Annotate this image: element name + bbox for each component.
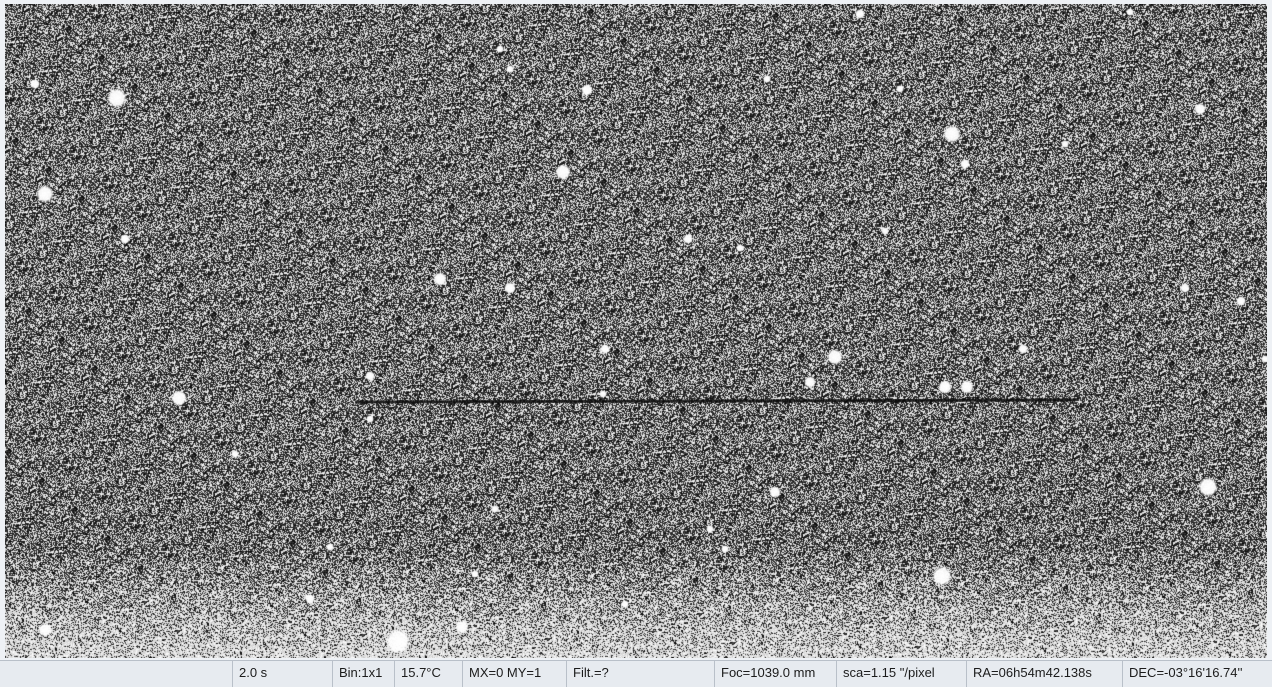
image-view[interactable] [5,4,1267,658]
status-binning: Bin:1x1 [332,661,394,687]
status-temperature: 15.7°C [394,661,462,687]
star-field-image[interactable] [5,4,1267,658]
status-exposure: 2.0 s [232,661,332,687]
status-ra: RA=06h54m42.138s [966,661,1122,687]
status-bar: 2.0 s Bin:1x1 15.7°C MX=0 MY=1 Filt.=? F… [0,660,1272,687]
status-focal: Foc=1039.0 mm [714,661,836,687]
status-dec: DEC=-03°16'16.74'' [1122,661,1272,687]
status-empty [0,661,232,687]
status-scale: sca=1.15 "/pixel [836,661,966,687]
status-mount: MX=0 MY=1 [462,661,566,687]
status-filter: Filt.=? [566,661,714,687]
